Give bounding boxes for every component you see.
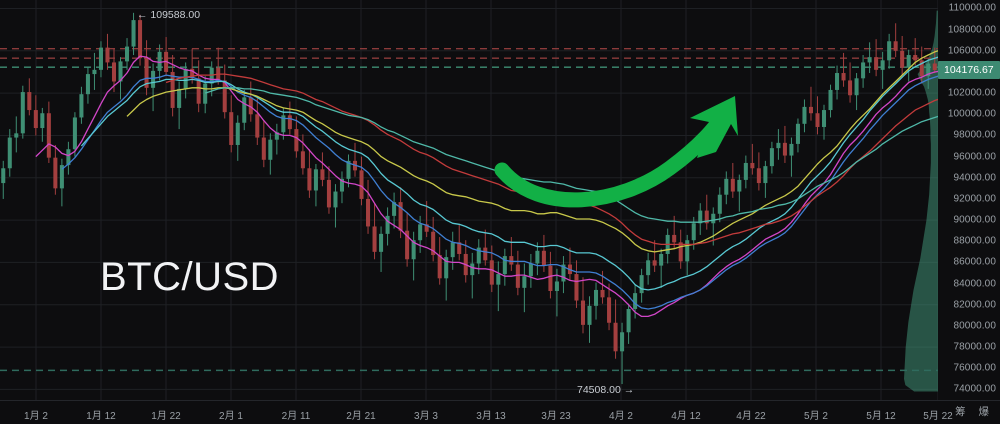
x-axis-tick-label: 1月 22 [151, 411, 181, 422]
x-axis-tick-label: 4月 12 [671, 411, 701, 422]
y-axis-tick-label: 88000.00 [953, 235, 996, 247]
x-axis-tick-label: 4月 2 [609, 411, 633, 422]
reference-lines-layer [0, 47, 938, 372]
x-axis-tick-label: 5月 12 [866, 411, 896, 422]
x-axis-tick-label: 3月 13 [476, 411, 506, 422]
moving-average-lines [35, 50, 938, 318]
y-axis-tick-label: 100000.00 [947, 108, 996, 120]
x-axis-tick-label: 3月 23 [541, 411, 571, 422]
y-axis-tick-label: 98000.00 [953, 129, 996, 141]
x-axis-tick-label: 5月 2 [804, 411, 828, 422]
x-axis-tick-label: 3月 3 [414, 411, 438, 422]
y-axis-tick-label: 82000.00 [953, 299, 996, 311]
y-axis-tick-label: 102000.00 [947, 87, 996, 99]
date-axis[interactable]: 1月 2 1月 12 1月 22 2月 1 2月 11 2月 21 3月 3 3月 13 3月 … [0, 400, 1000, 424]
y-axis-tick-label: 84000.00 [953, 278, 996, 290]
high-annotation: ← 109588.00 [137, 9, 201, 21]
y-axis-tick-label: 96000.00 [953, 151, 996, 163]
corner-label: 筹 爆 [955, 406, 994, 418]
y-axis-tick-label: 78000.00 [953, 341, 996, 353]
volume-profile-layer [904, 10, 938, 392]
chart-plot-area[interactable] [0, 0, 938, 400]
y-axis-tick-label: 106000.00 [947, 45, 996, 57]
current-price-tag: 104176.67 [938, 61, 1000, 80]
x-axis-tick-label: 2月 11 [281, 411, 311, 422]
y-axis-tick-label: 74000.00 [953, 383, 996, 395]
x-axis-tick-label: 1月 12 [86, 411, 116, 422]
candlestick-series[interactable] [0, 0, 938, 400]
price-axis[interactable]: 110000.00108000.00106000.00104000.001020… [938, 0, 1000, 400]
y-axis-tick-label: 76000.00 [953, 362, 996, 374]
y-axis-tick-label: 94000.00 [953, 172, 996, 184]
symbol-watermark: BTC/USD [100, 255, 280, 299]
x-axis-tick-label: 4月 22 [736, 411, 766, 422]
y-axis-tick-label: 80000.00 [953, 320, 996, 332]
low-annotation: 74508.00 → [577, 384, 635, 396]
x-axis-tick-label: 2月 1 [219, 411, 243, 422]
x-axis-tick-label: 5月 22 [923, 411, 953, 422]
y-axis-tick-label: 110000.00 [948, 2, 996, 14]
uptrend-arrow [494, 96, 738, 208]
y-axis-tick-label: 92000.00 [953, 193, 996, 205]
y-axis-tick-label: 108000.00 [947, 24, 996, 36]
x-axis-tick-label: 1月 2 [24, 411, 48, 422]
y-axis-tick-label: 90000.00 [953, 214, 996, 226]
y-axis-tick-label: 86000.00 [953, 256, 996, 268]
x-axis-tick-label: 2月 21 [346, 411, 376, 422]
